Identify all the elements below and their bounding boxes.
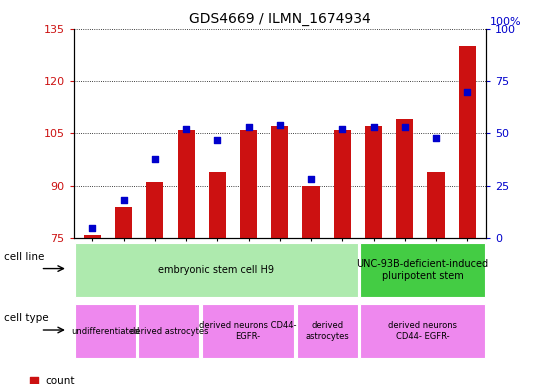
Point: [120, 197, 128, 204]
Text: derived
astrocytes: derived astrocytes: [306, 321, 349, 341]
Point: [431, 134, 440, 141]
Point: [213, 137, 222, 143]
Point: [244, 124, 253, 130]
Bar: [75, 243, 358, 296]
Point: [275, 122, 284, 128]
Bar: [459, 46, 476, 238]
Bar: [138, 305, 199, 358]
Point: [463, 88, 472, 94]
Bar: [115, 207, 132, 238]
Point: [369, 124, 378, 130]
Text: embryonic stem cell H9: embryonic stem cell H9: [158, 265, 275, 275]
Bar: [302, 186, 319, 238]
Bar: [146, 182, 163, 238]
Text: UNC-93B-deficient-induced
pluripotent stem: UNC-93B-deficient-induced pluripotent st…: [357, 259, 489, 281]
Point: [29, 378, 38, 384]
Text: derived neurons CD44-
EGFR-: derived neurons CD44- EGFR-: [199, 321, 297, 341]
Bar: [84, 235, 101, 238]
Bar: [209, 172, 226, 238]
Bar: [202, 305, 294, 358]
Bar: [365, 126, 382, 238]
Title: GDS4669 / ILMN_1674934: GDS4669 / ILMN_1674934: [189, 12, 371, 26]
Text: derived astrocytes: derived astrocytes: [129, 327, 208, 336]
Point: [88, 225, 97, 231]
Bar: [75, 305, 136, 358]
Point: [307, 176, 316, 182]
Point: [182, 126, 191, 132]
Bar: [360, 243, 485, 296]
Bar: [334, 130, 351, 238]
Point: [338, 126, 347, 132]
Bar: [297, 305, 358, 358]
Point: [151, 156, 159, 162]
Bar: [271, 126, 288, 238]
Bar: [360, 305, 485, 358]
Text: undifferentiated: undifferentiated: [71, 327, 140, 336]
Bar: [240, 130, 257, 238]
Text: count: count: [45, 376, 75, 384]
Point: [400, 124, 409, 130]
Bar: [396, 119, 413, 238]
Bar: [428, 172, 444, 238]
Text: cell type: cell type: [4, 313, 48, 323]
Text: cell line: cell line: [4, 252, 44, 262]
Text: 100%: 100%: [490, 17, 522, 27]
Bar: [177, 130, 195, 238]
Text: derived neurons
CD44- EGFR-: derived neurons CD44- EGFR-: [388, 321, 457, 341]
